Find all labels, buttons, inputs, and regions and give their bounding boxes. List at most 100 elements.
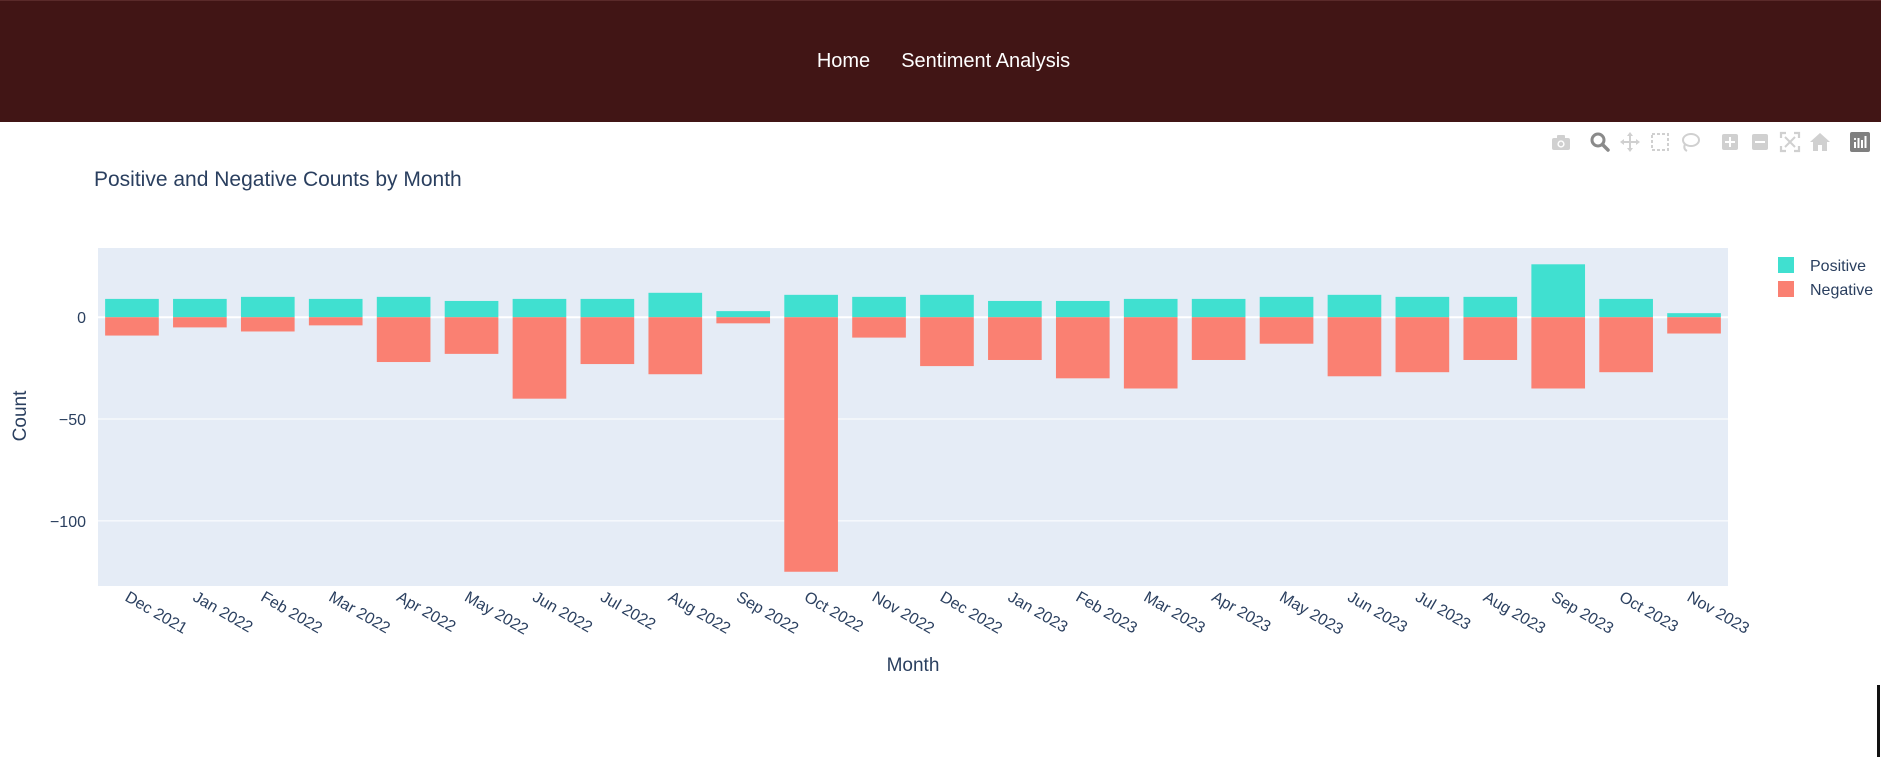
x-tick-label: Jan 2022: [190, 589, 256, 637]
bar-positive-22[interactable]: [1599, 298, 1653, 318]
bar-negative-18[interactable]: [1327, 317, 1382, 377]
x-tick-label: Dec 2021: [122, 589, 190, 638]
plot-area: [98, 248, 1728, 586]
bar-negative-13[interactable]: [988, 317, 1042, 360]
bar-positive-6[interactable]: [512, 298, 567, 318]
zoom-icon[interactable]: [1588, 130, 1612, 154]
pan-icon[interactable]: [1618, 130, 1642, 154]
bar-negative-5[interactable]: [444, 317, 499, 354]
bars: [105, 264, 1721, 572]
nav-links: Home Sentiment Analysis: [817, 50, 1070, 73]
y-tick-labels: 0 −50 −100: [50, 310, 86, 531]
y-tick-label: −100: [50, 514, 86, 531]
bar-positive-21[interactable]: [1531, 264, 1586, 318]
zoom-out-icon[interactable]: [1748, 130, 1772, 154]
bar-positive-11[interactable]: [852, 296, 906, 318]
bar-positive-9[interactable]: [716, 311, 771, 318]
bar-positive-19[interactable]: [1395, 296, 1450, 318]
x-tick-label: Jun 2023: [1344, 589, 1410, 637]
gridlines: [98, 316, 1728, 522]
y-tick-label: 0: [77, 310, 86, 327]
bar-negative-4[interactable]: [376, 317, 431, 363]
x-tick-label: Dec 2022: [937, 589, 1005, 638]
bar-negative-0[interactable]: [105, 317, 159, 336]
bar-negative-19[interactable]: [1395, 317, 1450, 373]
x-tick-label: Aug 2023: [1480, 589, 1548, 638]
x-tick-label: Mar 2022: [326, 589, 393, 638]
bar-positive-0[interactable]: [105, 298, 159, 318]
nav-link-sentiment-analysis[interactable]: Sentiment Analysis: [901, 49, 1071, 72]
x-tick-label: Sep 2022: [733, 589, 801, 638]
x-tick-label: Jan 2023: [1005, 589, 1071, 637]
x-tick-label: Jul 2023: [1412, 589, 1473, 634]
bar-negative-20[interactable]: [1463, 317, 1518, 360]
bar-negative-3[interactable]: [308, 317, 363, 326]
x-tick-label: May 2022: [462, 589, 531, 639]
x-axis-title: Month: [887, 655, 940, 676]
x-tick-label: Apr 2022: [394, 589, 459, 636]
bar-negative-9[interactable]: [716, 317, 771, 324]
bar-negative-17[interactable]: [1259, 317, 1314, 344]
bar-negative-6[interactable]: [512, 317, 567, 399]
chart-modebar: [1545, 130, 1881, 154]
bar-negative-21[interactable]: [1531, 317, 1586, 389]
x-tick-label: Apr 2023: [1209, 589, 1274, 636]
bar-negative-1[interactable]: [173, 317, 227, 328]
window-edge: [1877, 685, 1880, 757]
bar-positive-10[interactable]: [784, 294, 838, 318]
bar-negative-16[interactable]: [1191, 317, 1246, 360]
zoom-in-icon[interactable]: [1718, 130, 1742, 154]
plotly-logo-icon[interactable]: [1848, 130, 1872, 154]
bar-positive-17[interactable]: [1259, 296, 1314, 318]
nav-link-home[interactable]: Home: [816, 49, 871, 72]
navbar: Home Sentiment Analysis: [0, 0, 1881, 122]
bar-negative-2[interactable]: [240, 317, 295, 332]
bar-positive-14[interactable]: [1055, 300, 1110, 318]
bar-positive-1[interactable]: [173, 298, 227, 318]
bar-negative-15[interactable]: [1123, 317, 1178, 389]
bar-positive-23[interactable]: [1667, 313, 1721, 318]
x-tick-label: Sep 2023: [1548, 589, 1616, 638]
bar-positive-4[interactable]: [376, 296, 431, 318]
bar-negative-23[interactable]: [1667, 317, 1721, 334]
x-tick-label: Mar 2023: [1141, 589, 1208, 638]
bar-positive-18[interactable]: [1327, 294, 1382, 318]
bar-negative-8[interactable]: [648, 317, 703, 375]
autoscale-icon[interactable]: [1778, 130, 1802, 154]
box-select-icon[interactable]: [1648, 130, 1672, 154]
bar-negative-7[interactable]: [580, 317, 635, 365]
y-tick-label: −50: [59, 412, 86, 429]
legend-swatch-negative[interactable]: [1778, 281, 1794, 297]
bar-chart: Positive and Negative Counts by Month 0 −…: [10, 168, 1873, 676]
bar-positive-16[interactable]: [1191, 298, 1246, 318]
y-axis-title: Count: [10, 390, 31, 441]
legend-label-negative[interactable]: Negative: [1810, 282, 1873, 299]
bar-negative-11[interactable]: [852, 317, 906, 338]
lasso-select-icon[interactable]: [1678, 130, 1702, 154]
bar-negative-14[interactable]: [1055, 317, 1110, 379]
bar-positive-2[interactable]: [240, 296, 295, 318]
legend-label-positive[interactable]: Positive: [1810, 258, 1866, 275]
bar-positive-15[interactable]: [1123, 298, 1178, 318]
x-tick-labels: Dec 2021 Jan 2022 Feb 2022 Mar 2022 Apr 2022…: [122, 589, 1752, 639]
x-tick-label: Feb 2023: [1073, 589, 1140, 638]
bar-positive-20[interactable]: [1463, 296, 1518, 318]
x-tick-label: Feb 2022: [258, 589, 325, 638]
bar-positive-13[interactable]: [988, 300, 1042, 318]
x-tick-label: Oct 2022: [801, 589, 866, 636]
bar-positive-7[interactable]: [580, 298, 635, 318]
bar-negative-10[interactable]: [784, 317, 838, 572]
bar-positive-8[interactable]: [648, 292, 703, 318]
bar-positive-5[interactable]: [444, 300, 499, 318]
bar-positive-12[interactable]: [920, 294, 974, 318]
camera-icon[interactable]: [1549, 130, 1573, 154]
bar-positive-3[interactable]: [308, 298, 363, 318]
legend-swatch-positive[interactable]: [1778, 257, 1794, 273]
reset-axes-icon[interactable]: [1808, 130, 1832, 154]
x-tick-label: Nov 2023: [1684, 589, 1752, 638]
x-tick-label: May 2023: [1277, 589, 1346, 639]
bar-negative-22[interactable]: [1599, 317, 1653, 373]
x-tick-label: Nov 2022: [869, 589, 937, 638]
bar-negative-12[interactable]: [920, 317, 974, 367]
x-tick-label: Oct 2023: [1616, 589, 1681, 636]
